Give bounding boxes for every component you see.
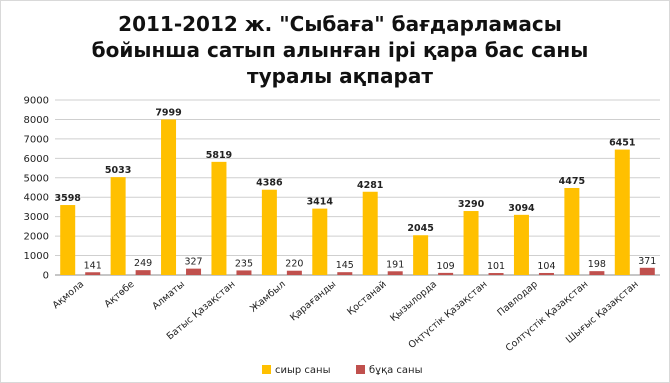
y-tick-label: 6000	[24, 154, 49, 165]
data-label-cows: 3414	[307, 197, 334, 208]
bar-cows	[312, 208, 328, 275]
x-tick-label: Жамбыл	[248, 279, 288, 315]
chart-title-line-3: туралы ақпарат	[247, 64, 433, 88]
x-tick-label: Алматы	[150, 279, 187, 312]
bar-bulls	[639, 267, 655, 275]
bar-cows	[110, 177, 126, 275]
y-tick-label: 2000	[24, 232, 49, 243]
data-label-cows: 4475	[559, 176, 585, 187]
x-tick-label: Ақмола	[51, 279, 86, 311]
data-label-bulls: 235	[235, 258, 253, 269]
bar-bulls	[286, 270, 302, 275]
legend-label-bulls: бұқа саны	[369, 365, 423, 376]
bar-cows	[362, 191, 378, 275]
data-label-cows: 5819	[206, 150, 232, 161]
data-label-bulls: 145	[336, 260, 354, 271]
bar-cows	[161, 119, 177, 275]
data-label-cows: 3290	[458, 199, 485, 210]
bar-bulls	[236, 270, 252, 275]
legend-item-bulls: бұқа саны	[356, 365, 423, 376]
data-label-cows: 4281	[357, 180, 383, 191]
legend-swatch-bulls	[356, 365, 365, 374]
y-tick-label: 0	[43, 271, 49, 282]
bar-cows	[60, 205, 76, 275]
bar-bulls	[85, 272, 101, 275]
data-label-bulls: 371	[638, 256, 656, 267]
data-label-bulls: 104	[537, 261, 555, 272]
x-tick-label: Қызылорда	[388, 279, 439, 324]
bar-cows	[211, 161, 227, 275]
x-tick-label: Ақтөбе	[102, 279, 136, 310]
y-tick-label: 7000	[24, 134, 49, 145]
chart-title-line-2: бойынша сатып алынған ірі қара бас саны	[91, 38, 589, 62]
y-tick-label: 3000	[24, 212, 49, 223]
bar-cows	[413, 235, 429, 275]
legend-label-cows: сиыр саны	[275, 365, 331, 376]
bar-bulls	[589, 271, 605, 275]
y-tick-label: 8000	[24, 115, 49, 126]
bar-bulls	[186, 268, 202, 275]
data-label-bulls: 327	[184, 257, 202, 268]
y-tick-label: 5000	[24, 173, 49, 184]
x-tick-label: Қарағанды	[288, 279, 338, 324]
bar-bulls	[135, 270, 151, 275]
y-tick-label: 9000	[24, 96, 49, 107]
y-tick-label: 4000	[24, 193, 49, 204]
data-label-bulls: 198	[588, 259, 606, 270]
data-label-bulls: 109	[437, 261, 455, 272]
data-label-bulls: 191	[386, 259, 404, 270]
bar-bulls	[387, 271, 403, 275]
data-label-cows: 7999	[155, 107, 181, 118]
data-label-bulls: 249	[134, 258, 152, 269]
x-tick-label: Қостанай	[345, 279, 388, 318]
data-label-cows: 3598	[54, 193, 81, 204]
bar-bulls	[538, 272, 554, 275]
data-label-bulls: 141	[84, 260, 102, 271]
data-label-bulls: 220	[285, 259, 303, 270]
bar-cows	[513, 214, 529, 275]
legend-item-cows: сиыр саны	[262, 365, 330, 376]
data-label-cows: 2045	[407, 223, 433, 234]
chart-title-line-1: 2011-2012 ж. "Сыбаға" бағдарламасы	[118, 12, 562, 36]
data-label-cows: 6451	[609, 138, 635, 149]
legend-swatch-cows	[262, 365, 271, 374]
x-tick-label: Павлодар	[495, 279, 540, 319]
data-label-cows: 5033	[105, 165, 131, 176]
x-tick-label: Солтүстік Қазақстан	[504, 279, 591, 354]
bar-bulls	[438, 272, 454, 275]
data-label-bulls: 101	[487, 261, 505, 272]
bar-cows	[463, 211, 479, 275]
data-label-cows: 4386	[256, 178, 283, 189]
bar-cows	[564, 187, 580, 275]
y-tick-label: 1000	[24, 251, 49, 262]
bar-bulls	[337, 272, 353, 275]
bar-cows	[614, 149, 630, 275]
bar-cows	[261, 189, 277, 275]
bar-bulls	[488, 273, 504, 275]
data-label-cows: 3094	[508, 203, 535, 214]
